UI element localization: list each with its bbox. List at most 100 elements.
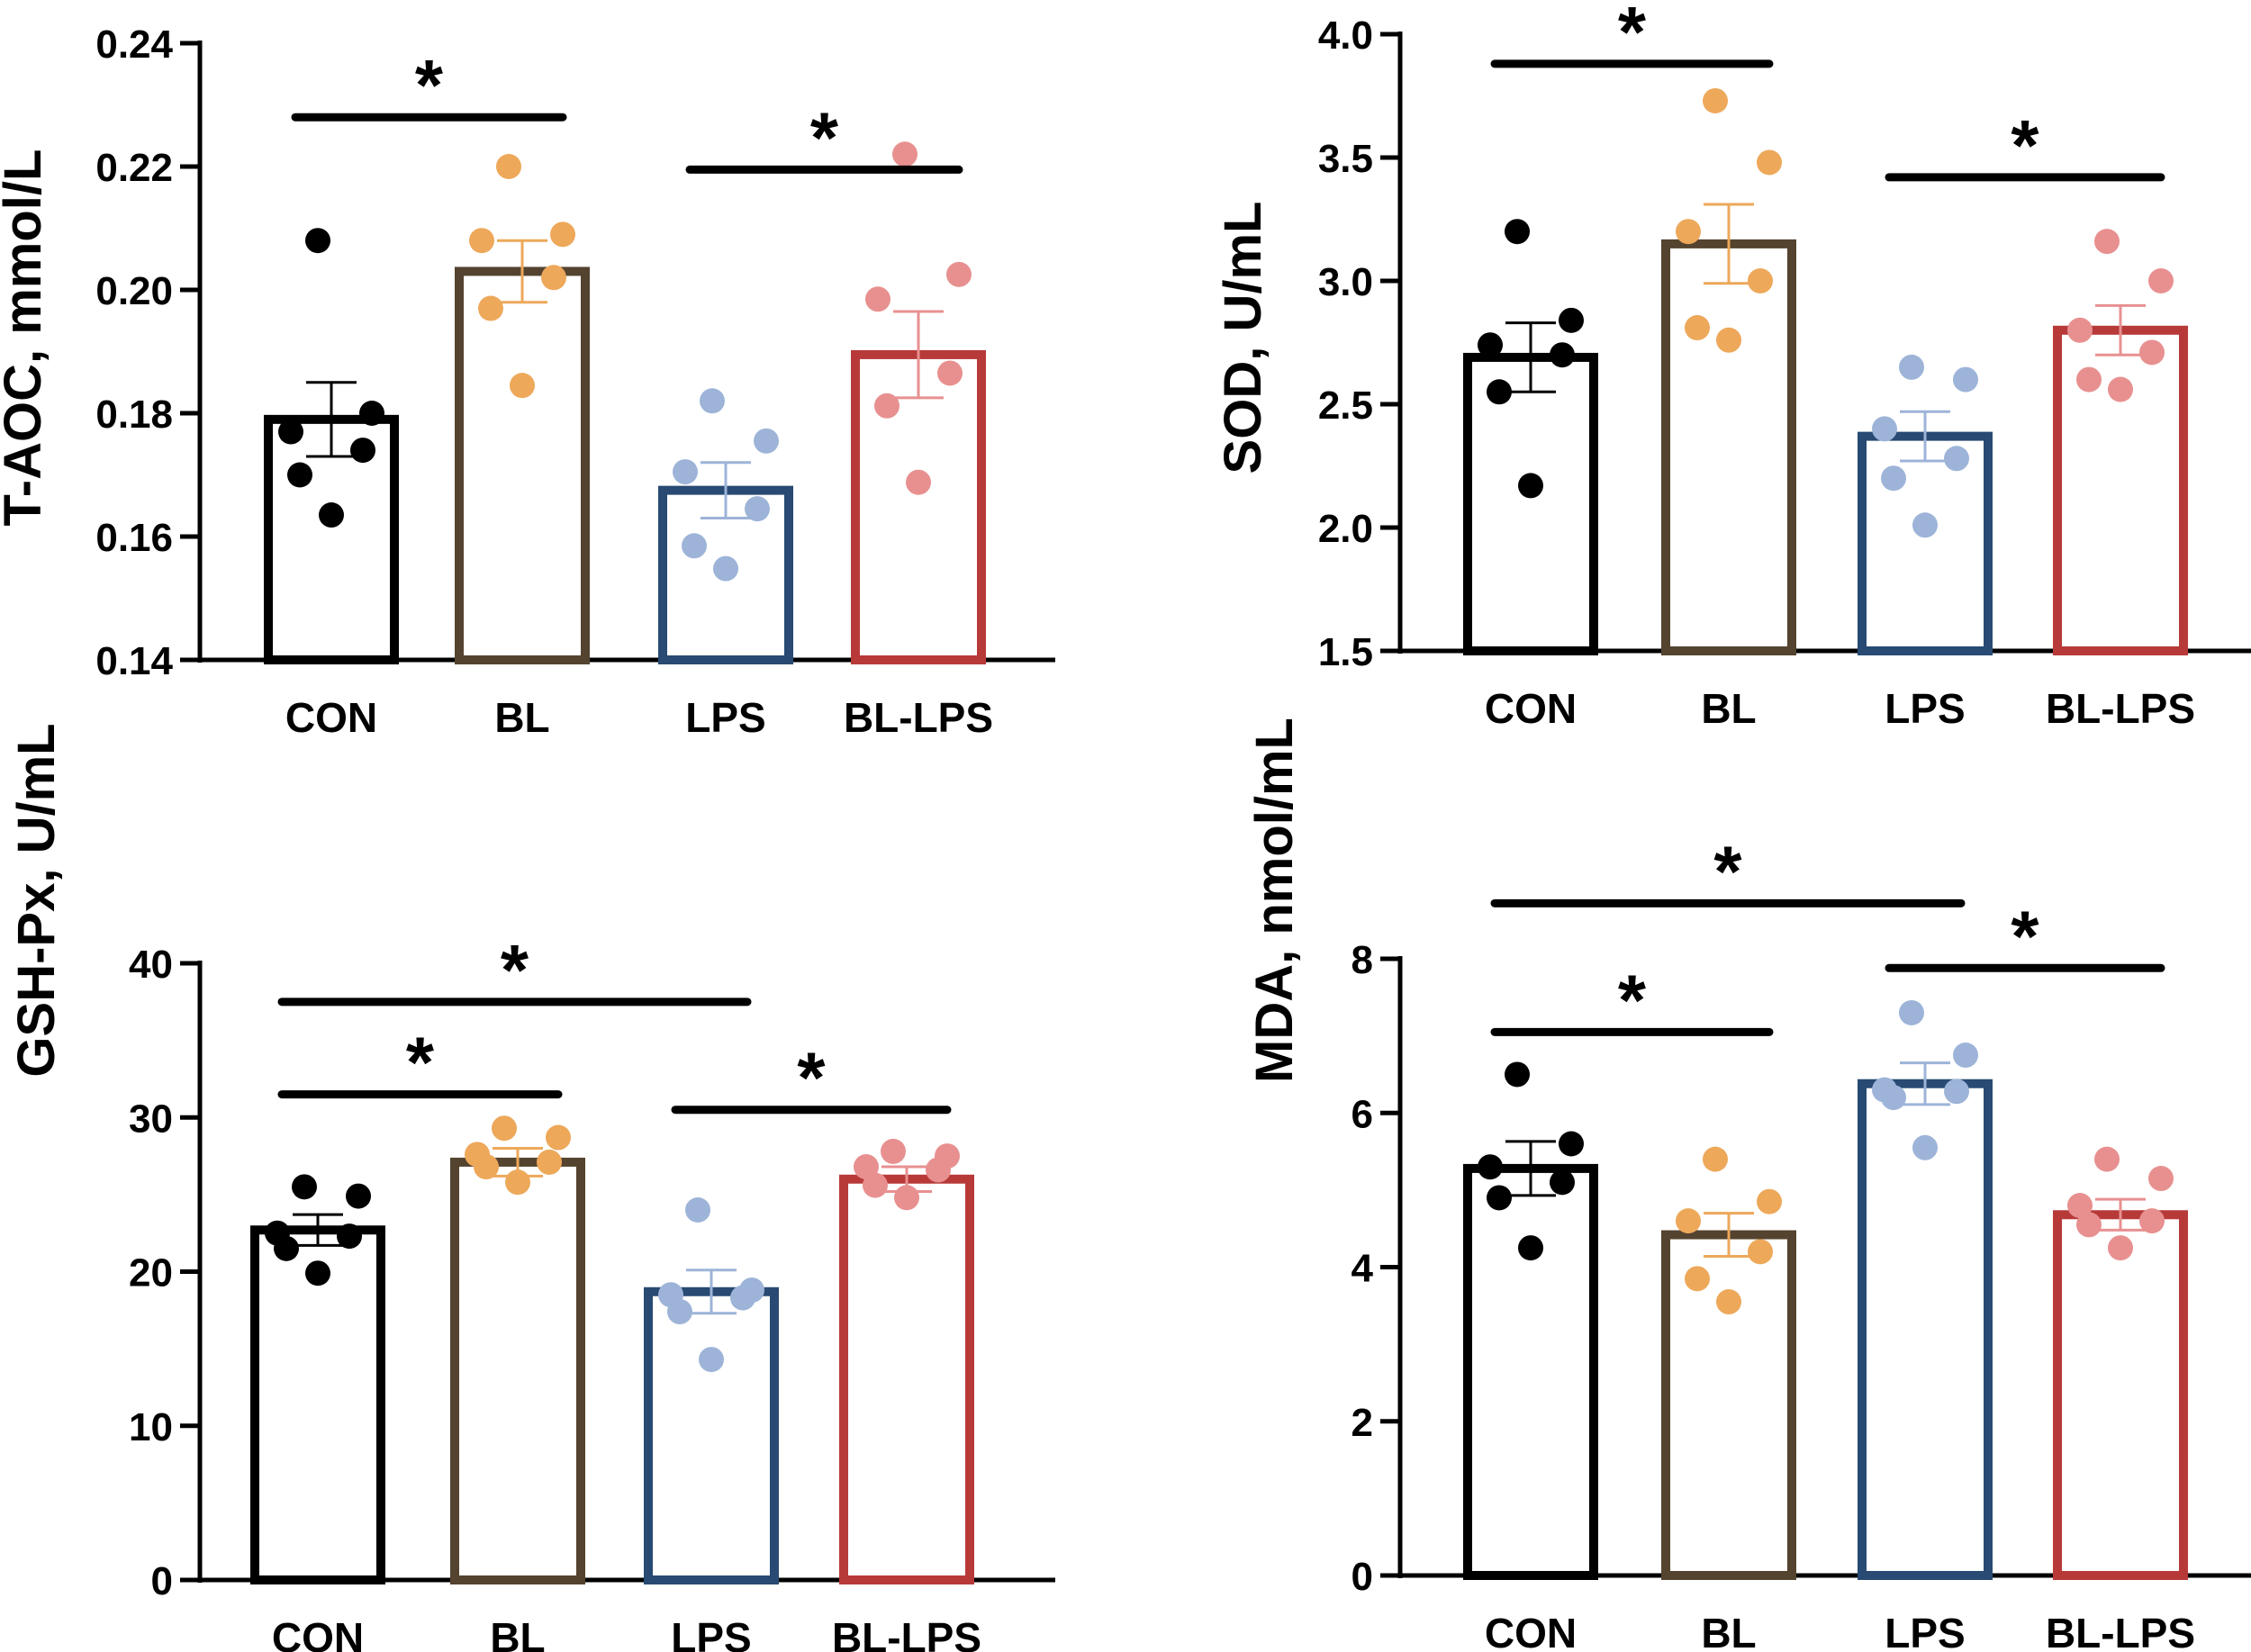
- y-axis-label: T-AOC, mmol/L: [0, 149, 52, 527]
- data-point: [1676, 1208, 1701, 1234]
- data-point: [2067, 1193, 2093, 1218]
- bar-con: [250, 1225, 385, 1584]
- data-point: [937, 360, 963, 386]
- data-point: [2139, 1208, 2165, 1234]
- significance-star: *: [1713, 831, 1742, 911]
- data-point: [1559, 307, 1584, 333]
- y-tick-label: 30: [129, 1097, 173, 1141]
- data-point: [1872, 416, 1897, 442]
- x-tick-label: LPS: [1885, 685, 1965, 732]
- data-point: [478, 295, 503, 321]
- data-point: [492, 1115, 517, 1142]
- data-point: [863, 1172, 888, 1198]
- data-point: [1716, 1289, 1741, 1315]
- data-point: [359, 401, 384, 426]
- x-tick-label: BL: [490, 1614, 545, 1652]
- data-point: [546, 1124, 571, 1151]
- data-point: [2094, 229, 2120, 255]
- y-tick-label: 0.22: [95, 146, 173, 190]
- y-tick-label: 20: [129, 1251, 173, 1295]
- panel-mda: MDA, nmol/mL 0 2 4 6 8 CON BL LPS BL-LPS * * *: [1245, 718, 2251, 1652]
- data-point: [1912, 1134, 1938, 1160]
- data-point: [1550, 1169, 1575, 1196]
- significance-star: *: [2011, 105, 2039, 185]
- data-point: [2094, 1146, 2120, 1172]
- data-point: [1478, 1154, 1503, 1180]
- data-point: [287, 462, 312, 488]
- data-point: [745, 496, 770, 522]
- data-point: [1685, 315, 1710, 341]
- data-point: [865, 286, 890, 312]
- data-point: [894, 1185, 919, 1211]
- data-point: [274, 1235, 299, 1261]
- y-tick-label: 0.14: [95, 639, 173, 683]
- bar-bl: [1661, 239, 1796, 655]
- bar-bl-lps: [839, 1174, 974, 1584]
- significance-star: *: [406, 1023, 435, 1103]
- data-point: [881, 1138, 906, 1164]
- data-point: [346, 1183, 371, 1209]
- data-point: [1505, 1061, 1530, 1088]
- x-tick-label: BL-LPS: [2046, 1610, 2195, 1652]
- y-tick-label: 3.5: [1318, 137, 1373, 181]
- bar-lps: [1858, 1079, 1993, 1580]
- panel-sod: SOD, U/mL 1.5 2.0 2.5 3.0 3.5 4.0 CON BL LPS BL-L…: [1214, 0, 2251, 732]
- data-point: [700, 388, 725, 414]
- data-point: [906, 469, 931, 495]
- y-tick-label: 0.20: [95, 269, 173, 313]
- y-axis-label: MDA, nmol/mL: [1245, 718, 1304, 1083]
- data-point: [673, 459, 698, 485]
- data-point: [292, 1174, 317, 1200]
- data-point: [496, 154, 521, 179]
- data-point: [754, 428, 779, 454]
- data-point: [2067, 317, 2093, 343]
- x-tick-label: LPS: [685, 694, 765, 741]
- bar-bl: [455, 266, 590, 664]
- data-point: [1559, 1131, 1584, 1157]
- data-point: [305, 228, 330, 254]
- bar-con: [1463, 1163, 1598, 1581]
- y-axis-label: SOD, U/mL: [1214, 202, 1272, 474]
- data-point: [1953, 366, 1978, 393]
- significance-star: *: [810, 97, 839, 177]
- data-point: [1944, 446, 1969, 472]
- data-point: [1703, 1146, 1728, 1172]
- significance-star: *: [501, 930, 529, 1010]
- data-point: [926, 1157, 951, 1183]
- data-point: [1899, 999, 1924, 1025]
- data-point: [685, 1197, 710, 1223]
- y-tick-label: 10: [129, 1405, 173, 1449]
- data-point: [1881, 465, 1906, 492]
- data-point: [682, 533, 707, 559]
- data-point: [550, 221, 575, 248]
- data-point: [350, 438, 375, 464]
- data-point: [946, 261, 972, 287]
- y-tick-label: 0: [151, 1559, 173, 1603]
- data-point: [1478, 332, 1503, 358]
- data-point: [1953, 1043, 1978, 1069]
- data-point: [1944, 1079, 1969, 1105]
- x-tick-label: CON: [272, 1614, 364, 1652]
- y-tick-label: 0.18: [95, 393, 173, 437]
- y-tick-label: 4.0: [1318, 14, 1373, 58]
- data-point: [278, 419, 303, 445]
- data-point: [892, 141, 918, 167]
- x-tick-label: BL-LPS: [2046, 685, 2195, 732]
- data-point: [1881, 1085, 1906, 1111]
- data-point: [1748, 1239, 1773, 1265]
- data-point: [874, 393, 899, 419]
- y-tick-label: 2.5: [1318, 384, 1373, 428]
- y-tick-label: 8: [1352, 938, 1373, 982]
- bar-bl-lps: [851, 349, 986, 664]
- y-tick-label: 1.5: [1318, 630, 1373, 674]
- y-tick-label: 2.0: [1318, 507, 1373, 551]
- y-tick-label: 6: [1352, 1092, 1373, 1136]
- x-tick-label: BL: [1701, 685, 1756, 732]
- data-point: [2139, 339, 2165, 366]
- bar-bl: [1661, 1230, 1796, 1580]
- x-tick-label: BL: [1701, 1610, 1756, 1652]
- panel-gsh-px: GSH-Px, U/mL 0 10 20 30 40 CON BL LPS BL-LPS * * *: [7, 723, 1055, 1652]
- data-point: [1748, 268, 1773, 293]
- x-tick-label: BL-LPS: [832, 1614, 981, 1652]
- data-point: [2108, 1235, 2133, 1261]
